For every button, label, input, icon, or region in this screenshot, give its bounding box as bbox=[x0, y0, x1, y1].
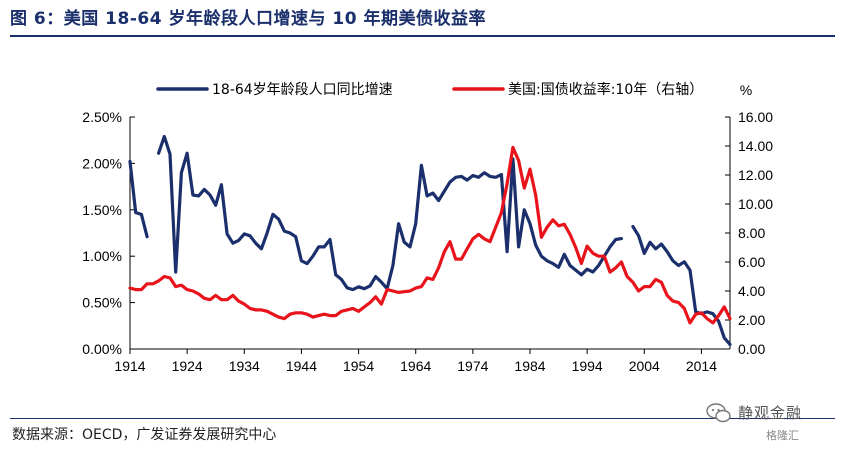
source-note: 数据来源：OECD，广发证券发展研究中心 bbox=[12, 427, 277, 443]
x-tick-label: 1954 bbox=[343, 358, 374, 374]
figure-title: 图 6：美国 18-64 岁年龄段人口增速与 10 年期美债收益率 bbox=[10, 9, 486, 29]
x-tick-label: 1914 bbox=[114, 358, 145, 374]
left-tick-label: 0.00% bbox=[82, 341, 122, 357]
x-tick-label: 1974 bbox=[457, 358, 488, 374]
watermark-text: 静观金融 bbox=[738, 404, 803, 422]
right-tick-label: 6.00 bbox=[738, 254, 765, 270]
left-tick-label: 1.00% bbox=[82, 248, 122, 264]
x-tick-label: 1924 bbox=[172, 358, 203, 374]
line-chart: 0.00% 0.50% 1.00% 1.50% 2.00% 2.50% 0.00 2.00 4.… bbox=[82, 81, 773, 374]
left-tick-label: 0.50% bbox=[82, 295, 122, 311]
chart-axes: 0.00% 0.50% 1.00% 1.50% 2.00% 2.50% 0.00 2.00 4.… bbox=[82, 82, 773, 374]
x-tick-label: 2004 bbox=[629, 358, 660, 374]
source-divider bbox=[10, 418, 835, 419]
right-tick-label: 16.00 bbox=[738, 109, 773, 125]
chart-legend: 18-64岁年龄段人口同比增速 美国:国债收益率:10年（右轴） bbox=[156, 81, 703, 98]
left-tick-label: 2.50% bbox=[82, 109, 122, 125]
right-axis-unit: % bbox=[740, 82, 752, 98]
right-tick-label: 2.00 bbox=[738, 312, 765, 328]
legend-label: 美国:国债收益率:10年（右轴） bbox=[508, 81, 703, 98]
x-tick-label: 2014 bbox=[686, 358, 717, 374]
population-growth-series-line bbox=[631, 224, 732, 346]
population-growth-series-line bbox=[157, 134, 623, 292]
x-tick-label: 1964 bbox=[400, 358, 431, 374]
x-tick-label: 1944 bbox=[286, 358, 317, 374]
left-tick-label: 2.00% bbox=[82, 155, 122, 171]
left-tick-label: 1.50% bbox=[82, 202, 122, 218]
right-tick-label: 0.00 bbox=[738, 341, 765, 357]
x-tick-label: 1994 bbox=[572, 358, 603, 374]
legend-label: 18-64岁年龄段人口同比增速 bbox=[212, 82, 393, 98]
x-tick-label: 1934 bbox=[229, 358, 260, 374]
watermark: 静观金融 格隆汇 bbox=[704, 400, 842, 448]
right-tick-label: 8.00 bbox=[738, 225, 765, 241]
right-tick-label: 14.00 bbox=[738, 138, 773, 154]
x-tick-label: 1984 bbox=[514, 358, 545, 374]
wechat-icon bbox=[706, 403, 731, 423]
right-tick-label: 4.00 bbox=[738, 283, 765, 299]
chart-series bbox=[128, 134, 732, 346]
watermark-subtext: 格隆汇 bbox=[766, 429, 799, 442]
right-tick-label: 12.00 bbox=[738, 167, 773, 183]
yield-series-line bbox=[128, 145, 732, 325]
title-divider bbox=[10, 35, 835, 37]
right-tick-label: 10.00 bbox=[738, 196, 773, 212]
population-growth-series-line bbox=[128, 159, 149, 239]
